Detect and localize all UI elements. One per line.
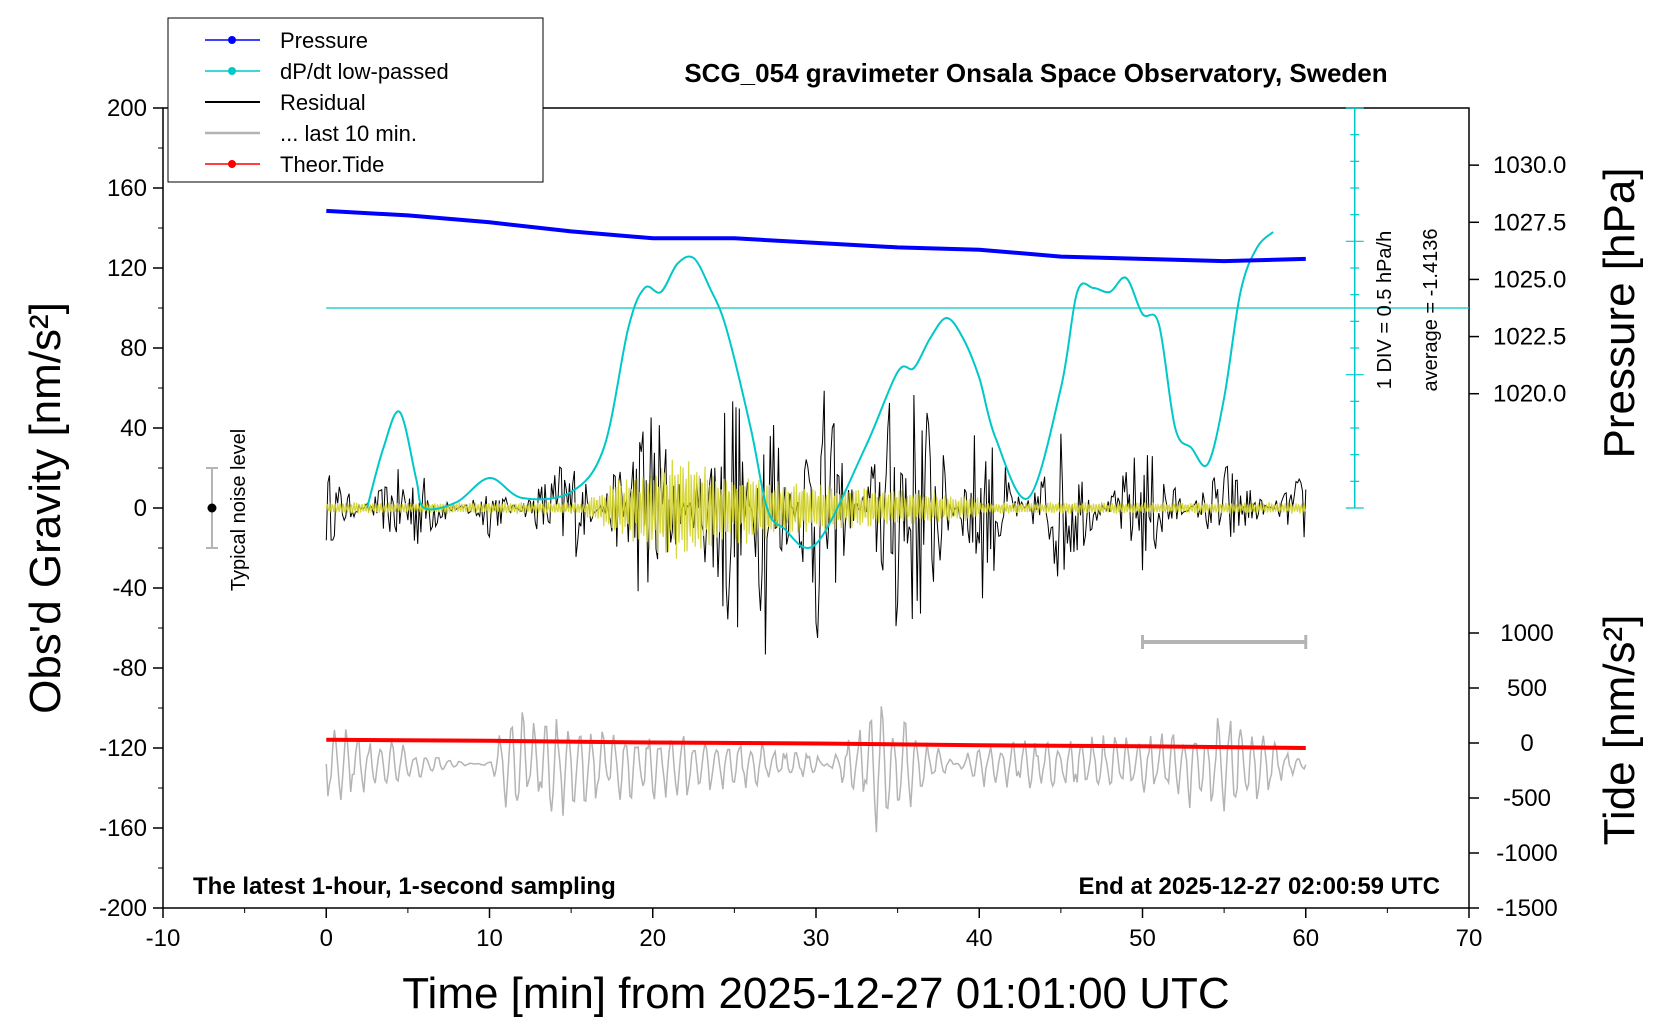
y-tick-label: 80 [120, 335, 147, 362]
y-tick-label: -160 [99, 815, 147, 842]
legend-label: ... last 10 min. [280, 121, 417, 146]
y-axis-gravity-title: Obs'd Gravity [nm/s²] [21, 302, 70, 714]
legend-marker [228, 67, 236, 75]
tide-tick-label: -1000 [1496, 840, 1557, 867]
pressure-line [326, 208, 1306, 264]
x-axis-title: Time [min] from 2025-12-27 01:01:00 UTC [402, 969, 1229, 1018]
end-time-note: End at 2025-12-27 02:00:59 UTC [1079, 873, 1441, 900]
legend-label: Theor.Tide [280, 152, 384, 177]
noise-level-point [207, 503, 217, 513]
y-tick-label: 120 [107, 255, 147, 282]
legend-marker [228, 36, 236, 44]
x-tick-label: -10 [146, 925, 181, 952]
x-tick-label: 20 [639, 925, 666, 952]
x-tick-label: 0 [320, 925, 333, 952]
y-tick-label: 0 [134, 495, 147, 522]
x-tick-label: 30 [803, 925, 830, 952]
y-tick-label: 40 [120, 415, 147, 442]
y-axis-tide-title: Tide [nm/s²] [1595, 615, 1644, 846]
pressure-tick-label: 1027.5 [1493, 209, 1566, 236]
y-tick-label: 200 [107, 95, 147, 122]
tide-tick-label: -500 [1503, 785, 1551, 812]
y-tick-label: -120 [99, 735, 147, 762]
y-tick-label: -200 [99, 895, 147, 922]
pressure-tick-label: 1025.0 [1493, 266, 1566, 293]
y-tick-label: -80 [112, 655, 147, 682]
y-axis-tide: 1000 500 0 -500 -1000 -1500 [1469, 620, 1558, 922]
legend-label: dP/dt low-passed [280, 59, 449, 84]
legend-label: Pressure [280, 28, 368, 53]
y-axis-gravity: 200 160 120 80 40 0 -40 -80 -120 -160 -200 [99, 95, 163, 922]
scale-bar-label: 1 DIV = 0.5 hPa/h [1374, 231, 1396, 389]
x-tick-label: 10 [476, 925, 503, 952]
y-tick-label: -40 [112, 575, 147, 602]
tide-tick-label: 0 [1520, 730, 1533, 757]
y-axis-pressure-title: Pressure [hPa] [1595, 167, 1644, 458]
tide-line [326, 737, 1306, 750]
series-layer [205, 208, 1308, 833]
residual-line [325, 390, 1307, 655]
pressure-rate-scale-axis [326, 107, 1469, 509]
sampling-note: The latest 1-hour, 1-second sampling [193, 873, 616, 900]
legend-box [167, 17, 544, 183]
tide-tick-label: -1500 [1496, 895, 1557, 922]
y-tick-label: 160 [107, 175, 147, 202]
noise-level-label: Typical noise level [228, 429, 250, 591]
x-tick-label: 60 [1292, 925, 1319, 952]
average-label: average = -1.4136 [1420, 229, 1442, 392]
x-axis: -10 0 10 20 30 40 50 60 70 [146, 908, 1483, 952]
dpdt-line [366, 231, 1274, 549]
y-axis-pressure: 1030.0 1027.5 1025.0 1022.5 1020.0 [1469, 152, 1566, 408]
chart-title: SCG_054 gravimeter Onsala Space Observat… [684, 58, 1387, 88]
filtered-residual-line [325, 459, 1307, 559]
legend: Pressure dP/dt low-passed Residual ... last… [167, 17, 544, 183]
tide-tick-label: 1000 [1500, 620, 1553, 647]
legend-marker [228, 160, 236, 168]
legend-label: Residual [280, 90, 366, 115]
last-10-min-line [325, 706, 1307, 833]
x-tick-label: 50 [1129, 925, 1156, 952]
pressure-tick-label: 1030.0 [1493, 152, 1566, 179]
pressure-tick-label: 1020.0 [1493, 381, 1566, 408]
pressure-tick-label: 1022.5 [1493, 324, 1566, 351]
tide-tick-label: 500 [1507, 675, 1547, 702]
x-tick-label: 70 [1456, 925, 1483, 952]
x-tick-label: 40 [966, 925, 993, 952]
